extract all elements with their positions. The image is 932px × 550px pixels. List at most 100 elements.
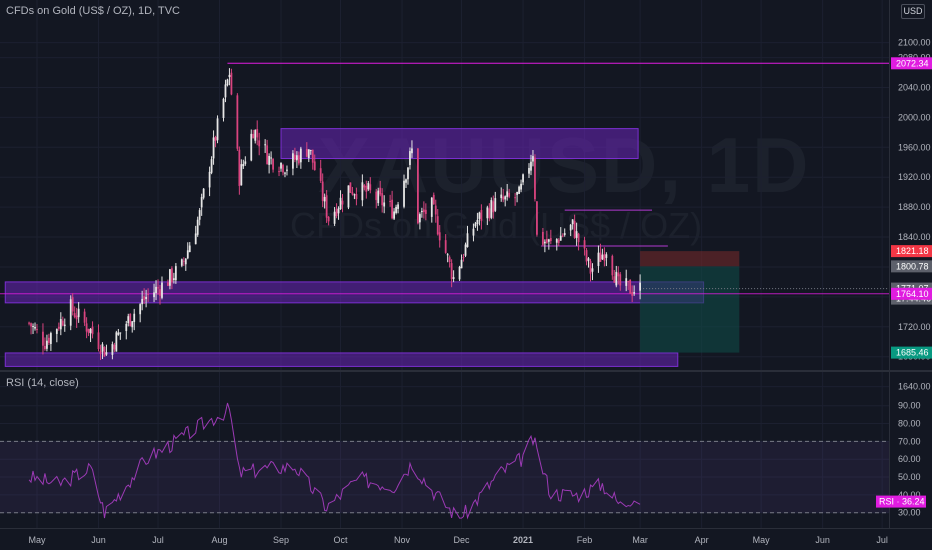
candle-body xyxy=(446,254,449,256)
candle-body xyxy=(297,155,300,164)
candle-body xyxy=(367,183,370,190)
price-tick-label: 1640.00 xyxy=(898,382,931,392)
candle-body xyxy=(391,199,394,219)
candle-body xyxy=(147,293,149,295)
candle-body xyxy=(208,171,211,188)
candle-body xyxy=(91,326,94,335)
candle-body xyxy=(117,332,120,335)
candle-body xyxy=(601,254,604,260)
currency-badge[interactable]: USD xyxy=(901,4,925,19)
candle-body xyxy=(438,232,441,241)
candle-body xyxy=(196,219,199,235)
support-resistance-zone-2 xyxy=(4,281,705,304)
candle-body xyxy=(61,320,64,326)
price-tick-label: 1880.00 xyxy=(898,202,931,212)
candle-body xyxy=(583,240,586,249)
candle-body xyxy=(258,140,261,147)
candle-body xyxy=(242,164,245,167)
candle-body xyxy=(97,332,100,350)
price-label-bg xyxy=(891,57,932,70)
time-tick-label: Oct xyxy=(334,535,349,545)
price-label-bg xyxy=(891,260,932,273)
rsi-value-label-bg xyxy=(876,495,926,508)
candle-body xyxy=(202,188,205,198)
candle-body xyxy=(101,344,104,352)
candle-body xyxy=(603,254,606,261)
candle-body xyxy=(411,148,413,154)
candle-body xyxy=(75,315,78,320)
candle-body xyxy=(335,208,338,217)
candle-body xyxy=(46,340,48,349)
candle-body xyxy=(256,129,259,138)
candle-body xyxy=(589,261,592,274)
candle-body xyxy=(520,183,522,190)
candle-body xyxy=(397,204,399,209)
candle-body xyxy=(224,84,227,98)
candle-body xyxy=(105,352,108,355)
candle-body xyxy=(516,191,518,195)
candle-body xyxy=(294,154,296,160)
candle-body xyxy=(353,194,356,196)
candle-body xyxy=(30,323,32,327)
candle-body xyxy=(268,155,271,165)
candle-body xyxy=(591,268,594,272)
candle-body xyxy=(494,198,497,211)
candle-body xyxy=(436,216,439,235)
candle-body xyxy=(422,209,425,213)
candle-body xyxy=(549,238,552,242)
candle-body xyxy=(627,281,630,283)
candle-body xyxy=(545,238,548,243)
candle-body xyxy=(518,186,520,194)
candle-body xyxy=(48,337,50,343)
candle-body xyxy=(266,145,269,165)
candle-body xyxy=(619,274,622,286)
candle-body xyxy=(522,174,524,183)
price-label-1764.10: 1764.10 xyxy=(891,287,932,300)
candle-body xyxy=(254,130,257,141)
candle-body xyxy=(77,308,80,318)
candle-body xyxy=(28,322,30,324)
candle-body xyxy=(375,191,378,201)
candle-body xyxy=(557,239,560,244)
candle-body xyxy=(32,325,34,328)
candle-body xyxy=(63,324,66,327)
time-tick-label: Jul xyxy=(152,535,164,545)
candle-body xyxy=(222,98,225,118)
candle-body xyxy=(571,219,574,225)
candle-body xyxy=(561,235,564,237)
candle-body xyxy=(393,211,395,219)
candle-body xyxy=(434,205,437,215)
candle-body xyxy=(99,351,102,354)
candle-body xyxy=(458,266,461,280)
candle-body xyxy=(575,231,578,238)
candle-body xyxy=(299,148,302,163)
candle-body xyxy=(379,187,382,195)
price-label-text: 1800.78 xyxy=(896,261,929,271)
rsi-tick-label: 40.00 xyxy=(898,490,921,500)
candle-body xyxy=(157,287,159,289)
price-tick-label: 2040.00 xyxy=(898,82,931,92)
candle-body xyxy=(212,137,215,159)
candle-body xyxy=(488,208,491,219)
candle-body xyxy=(349,182,352,193)
candle-body xyxy=(613,276,616,283)
price-tick-label: 1840.00 xyxy=(898,232,931,242)
candle-body xyxy=(424,209,427,214)
candle-body xyxy=(639,282,641,291)
rsi-tick-label: 60.00 xyxy=(898,454,921,464)
candle-body xyxy=(319,168,322,181)
candle-body xyxy=(502,196,505,200)
rsi-indicator-title[interactable]: RSI (14, close) xyxy=(6,377,79,389)
price-label-text: 2072.34 xyxy=(896,58,929,68)
candle-body xyxy=(615,271,618,286)
time-tick-label: Dec xyxy=(454,535,471,545)
candle-body xyxy=(543,241,546,244)
price-label-1685.46: 1685.46 xyxy=(891,346,932,359)
candle-body xyxy=(321,181,324,201)
take-profit-zone xyxy=(640,266,740,353)
rsi-value-label-text: RSI · 36.24 xyxy=(879,497,925,507)
candle-body xyxy=(563,233,566,236)
symbol-title[interactable]: CFDs on Gold (US$ / OZ), 1D, TVC xyxy=(6,5,181,17)
